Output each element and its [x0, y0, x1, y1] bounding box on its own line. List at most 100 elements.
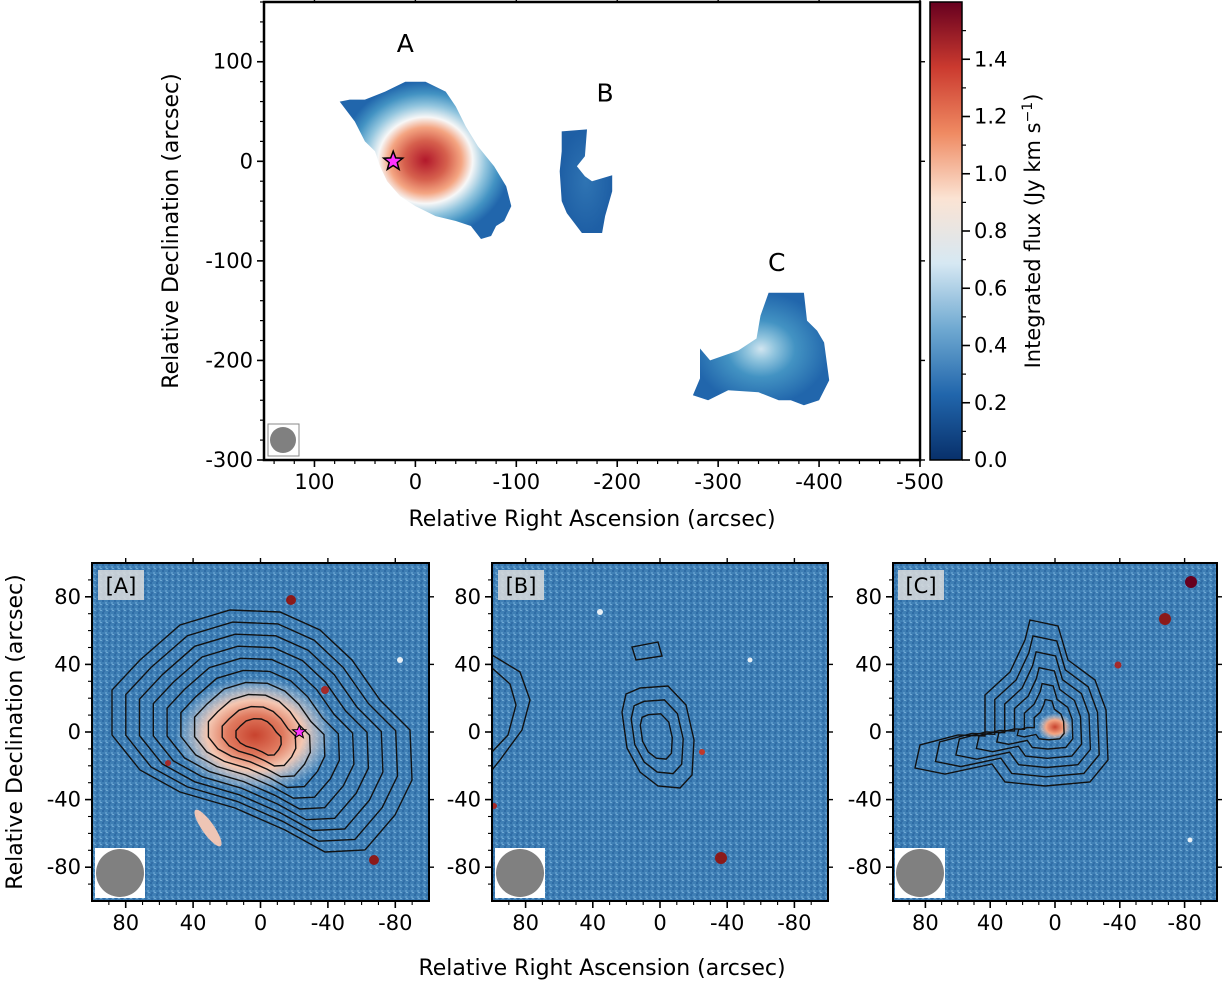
- region-c-emission: [692, 292, 830, 406]
- top-x-tick-label: -400: [795, 470, 843, 494]
- panel-c-contour: [975, 666, 1083, 760]
- colorbar: 0.0 0.2 0.4 0.6 0.8 1.0 1.2 1.4 Integrated flux…: [929, 1, 1045, 472]
- flux-regions: A B C: [339, 29, 830, 406]
- panel-b-contour: [492, 667, 517, 753]
- colorbar-tick-label: 0.6: [974, 276, 1007, 300]
- star-a-1: [286, 595, 296, 605]
- panel-c-y-tick-label: 40: [855, 652, 882, 676]
- panel-c-x-tick-label: 0: [1048, 911, 1061, 935]
- star-b-4: [597, 609, 603, 615]
- panel-c-y-tick-label: 0: [869, 720, 882, 744]
- panel-a-contour: [207, 693, 312, 778]
- panel-a-y-tick-label: 0: [68, 720, 81, 744]
- panel-b-x-tick-label: 40: [579, 911, 606, 935]
- panel-a-contour: [180, 669, 341, 799]
- panel-b: [B] 80 40 0 -40 -80 80 40 0 -40 -80: [447, 558, 833, 935]
- flux-map-frame: [262, 0, 922, 462]
- panel-b-y-tick-label: 0: [468, 720, 481, 744]
- panel-b-contour: [639, 713, 674, 760]
- panel-c-x-tick-label: 40: [977, 911, 1004, 935]
- galaxy-a: [175, 677, 335, 793]
- panel-a-contour: [235, 717, 282, 756]
- panel-a-tag: [A]: [106, 574, 137, 598]
- star-c-3: [1114, 661, 1122, 669]
- colorbar-ticks: 0.0 0.2 0.4 0.6 0.8 1.0 1.2 1.4: [962, 30, 1007, 472]
- panel-c-tag: [C]: [905, 574, 936, 598]
- colorbar-tick-label: 1.4: [974, 47, 1007, 71]
- colorbar-tick-label: 0.2: [974, 391, 1007, 415]
- top-x-tick-label: -300: [694, 470, 742, 494]
- top-y-ticks: 100 0 -100 -200 -300: [205, 1, 925, 472]
- panel-a-x-tick-label: 80: [112, 911, 139, 935]
- panel-b-x-tick-label: -40: [710, 911, 744, 935]
- panel-b-contour: [621, 685, 695, 789]
- beam-c: [896, 849, 944, 897]
- panel-a: [A] 80 40 0 -40 -80 80 40 0 -40 -80: [47, 558, 434, 935]
- panel-c-contour: [1016, 698, 1065, 741]
- galaxy-c: [1037, 713, 1073, 741]
- panel-c-y-tick-label: -40: [848, 788, 882, 812]
- panel-c-contour: [955, 650, 1092, 769]
- panel-c-tag-box: [898, 570, 944, 600]
- panel-b-y-tick-label: 40: [454, 652, 481, 676]
- panel-a-y-tick-label: -40: [47, 788, 81, 812]
- panel-a-ticks: 80 40 0 -40 -80 80 40 0 -40 -80: [47, 558, 434, 935]
- bottom-x-axis-title: Relative Right Ascension (arcsec): [418, 956, 785, 981]
- panel-a-x-tick-label: -40: [311, 911, 345, 935]
- top-y-tick-label: 100: [213, 50, 253, 74]
- top-y-tick-label: -300: [205, 448, 253, 472]
- bottom-y-axis-title: Relative Declination (arcsec): [3, 574, 28, 889]
- panel-a-contour: [152, 645, 370, 821]
- top-x-tick-label: 0: [409, 470, 422, 494]
- panel-a-contour: [221, 705, 297, 767]
- panel-c-contour: [934, 635, 1100, 778]
- region-a-emission: [339, 81, 512, 239]
- star-c-2: [1159, 613, 1171, 625]
- top-y-tick-label: 0: [240, 149, 253, 173]
- top-y-tick-label: -200: [205, 348, 253, 372]
- star-b-1: [715, 852, 727, 864]
- galaxy-a-companion: [194, 809, 222, 847]
- top-x-ticks: 100 0 -100 -200 -300 -400 -500: [273, 0, 944, 494]
- panel-c-x-tick-label: -40: [1103, 911, 1137, 935]
- colorbar-tick-label: 0.0: [974, 448, 1007, 472]
- panel-a-contour: [193, 681, 326, 789]
- panel-a-tag-box: [98, 570, 144, 600]
- panel-a-y-tick-label: 40: [54, 652, 81, 676]
- panel-c: [C] 80 40 0 -40 -80 80 40 0 -40 -80: [848, 558, 1222, 935]
- panel-b-y-tick-label: 80: [454, 585, 481, 609]
- panel-b-contour: [630, 699, 684, 775]
- panel-a-contour: [125, 621, 399, 842]
- region-b-label: B: [597, 79, 614, 108]
- colorbar-tick-label: 1.2: [974, 105, 1007, 129]
- star-a-2: [321, 686, 329, 694]
- colorbar-tick-label: 1.0: [974, 162, 1007, 186]
- star-marker-a: [291, 723, 308, 739]
- panel-a-x-tick-label: -80: [378, 911, 412, 935]
- top-x-tick-label: -100: [492, 470, 540, 494]
- star-b-5: [747, 657, 753, 663]
- panel-b-x-tick-label: 0: [653, 911, 666, 935]
- star-a-5: [397, 657, 403, 663]
- panel-b-x-tick-label: 80: [512, 911, 539, 935]
- beam-a: [96, 849, 144, 897]
- top-x-axis-title: Relative Right Ascension (arcsec): [408, 507, 775, 532]
- panel-c-y-tick-label: -80: [848, 855, 882, 879]
- panel-b-x-tick-label: -80: [777, 911, 811, 935]
- panel-a-contours: [111, 609, 413, 853]
- star-b-2: [699, 749, 705, 755]
- panel-b-tag-box: [498, 570, 544, 600]
- panel-b-y-tick-label: -80: [447, 855, 481, 879]
- panel-c-ticks: 80 40 0 -40 -80 80 40 0 -40 -80: [848, 558, 1222, 935]
- panel-b-y-tick-label: -40: [447, 788, 481, 812]
- colorbar-tick-label: 0.8: [974, 219, 1007, 243]
- top-x-tick-label: 100: [294, 470, 334, 494]
- region-b-emission: [559, 129, 613, 233]
- star-b-3: [492, 803, 497, 809]
- panel-a-contour: [166, 657, 355, 810]
- panel-a-y-tick-label: -80: [47, 855, 81, 879]
- beam-top: [270, 427, 296, 453]
- panel-a-contour: [111, 609, 413, 853]
- panel-b-tag: [B]: [506, 574, 537, 598]
